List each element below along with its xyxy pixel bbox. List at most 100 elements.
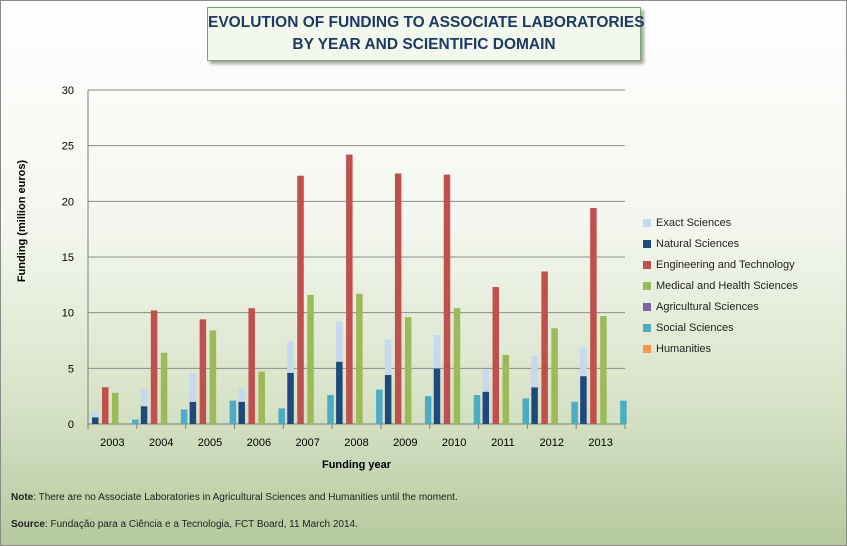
- bar-social-sciences: [571, 401, 578, 424]
- source-text: : Fundação para a Ciência e a Tecnologia…: [44, 519, 358, 530]
- legend-swatch: [643, 323, 651, 332]
- bar-natural-sciences: [531, 387, 538, 424]
- bar-social-sciences: [278, 408, 285, 424]
- bar-engineering-and-technology: [346, 154, 353, 424]
- y-tick-label: 25: [62, 141, 74, 153]
- bar-medical-and-health-sciences: [258, 371, 265, 424]
- bar-exact-sciences: [238, 388, 245, 402]
- bar-medical-and-health-sciences: [600, 316, 607, 424]
- bar-social-sciences: [473, 395, 481, 424]
- bar-social-sciences: [180, 409, 188, 424]
- bar-exact-sciences: [482, 369, 490, 392]
- x-tick-label: 2004: [149, 437, 173, 449]
- bar-social-sciences: [424, 396, 432, 424]
- legend-item: Agricultural Sciences: [643, 296, 843, 317]
- legend-item: Humanities: [643, 338, 843, 359]
- bar-medical-and-health-sciences: [551, 328, 558, 424]
- legend-item: Social Sciences: [643, 317, 843, 338]
- bar-engineering-and-technology: [297, 175, 304, 424]
- chart-note: Note: There are no Associate Laboratorie…: [11, 492, 458, 503]
- bar-natural-sciences: [580, 376, 587, 424]
- bar-natural-sciences: [92, 417, 99, 424]
- legend-label: Humanities: [656, 342, 712, 355]
- legend-label: Natural Sciences: [656, 237, 740, 250]
- bar-engineering-and-technology: [248, 308, 255, 424]
- chart-legend: Exact Sciences Natural Sciences Engineerin…: [643, 212, 843, 359]
- bar-exact-sciences: [433, 334, 441, 369]
- bar-exact-sciences: [287, 341, 294, 373]
- x-tick-label: 2005: [198, 437, 222, 449]
- bar-natural-sciences: [336, 361, 343, 424]
- bar-engineering-and-technology: [541, 271, 548, 424]
- bar-natural-sciences: [482, 391, 490, 424]
- bar-medical-and-health-sciences: [502, 354, 510, 424]
- bar-engineering-and-technology: [150, 310, 158, 424]
- bar-social-sciences: [327, 395, 334, 424]
- note-label: Note: [11, 492, 34, 503]
- bar-engineering-and-technology: [590, 208, 597, 424]
- bar-social-sciences: [229, 400, 237, 424]
- bar-medical-and-health-sciences: [307, 294, 314, 424]
- bar-medical-and-health-sciences: [160, 352, 168, 424]
- bar-medical-and-health-sciences: [112, 392, 119, 424]
- y-tick-label: 30: [62, 85, 74, 97]
- legend-item: Exact Sciences: [643, 212, 843, 233]
- legend-label: Medical and Health Sciences: [656, 279, 798, 292]
- title-line-1: EVOLUTION OF FUNDING TO ASSOCIATE LABORA…: [208, 14, 645, 31]
- bar-medical-and-health-sciences: [404, 317, 412, 424]
- legend-swatch: [643, 281, 651, 290]
- legend-label: Exact Sciences: [656, 216, 732, 229]
- bar-engineering-and-technology: [394, 173, 402, 424]
- chart-source: Source: Fundação para a Ciência e a Tecn…: [11, 519, 358, 530]
- chart-plot: 0 5 10 15 20 25 30 2003 2004 2005 2006 2007 2008 2009…: [16, 85, 627, 471]
- legend-item: Engineering and Technology: [643, 254, 843, 275]
- legend-label: Engineering and Technology: [656, 258, 795, 271]
- y-tick-label: 0: [68, 419, 74, 431]
- bar-social-sciences: [522, 398, 530, 424]
- bar-natural-sciences: [140, 406, 148, 424]
- bar-exact-sciences: [189, 372, 197, 402]
- y-tick-label: 5: [68, 363, 74, 375]
- legend-item: Natural Sciences: [643, 233, 843, 254]
- x-tick-label: 2003: [100, 437, 124, 449]
- y-tick-label: 10: [62, 308, 74, 320]
- y-axis-title: Funding (million euros): [16, 160, 28, 283]
- x-axis-title: Funding year: [322, 459, 392, 471]
- x-tick-label: 2010: [442, 437, 466, 449]
- legend-swatch: [643, 302, 651, 311]
- legend-swatch: [643, 344, 651, 353]
- bar-natural-sciences: [287, 372, 294, 424]
- y-tick-label: 20: [62, 196, 74, 208]
- legend-label: Agricultural Sciences: [656, 300, 759, 313]
- x-tick-label: 2009: [393, 437, 417, 449]
- chart-title: EVOLUTION OF FUNDING TO ASSOCIATE LABORA…: [207, 7, 645, 61]
- bar-exact-sciences: [140, 389, 148, 407]
- y-tick-label: 15: [62, 252, 74, 264]
- x-tick-label: 2007: [295, 437, 319, 449]
- legend-swatch: [643, 260, 651, 269]
- legend-label: Social Sciences: [656, 321, 734, 334]
- bar-social-sciences: [376, 389, 383, 424]
- bar-medical-and-health-sciences: [356, 293, 363, 424]
- bar-natural-sciences: [238, 401, 245, 424]
- x-tick-label: 2006: [247, 437, 271, 449]
- bar-medical-and-health-sciences: [209, 330, 217, 424]
- bar-engineering-and-technology: [443, 174, 451, 424]
- bar-natural-sciences: [384, 375, 392, 424]
- x-tick-label: 2008: [344, 437, 368, 449]
- bar-engineering-and-technology: [199, 319, 207, 424]
- bar-engineering-and-technology: [102, 387, 109, 424]
- bar-natural-sciences: [433, 368, 441, 424]
- legend-swatch: [643, 218, 651, 227]
- legend-item: Medical and Health Sciences: [643, 275, 843, 296]
- x-tick-label: 2012: [540, 437, 564, 449]
- bar-exact-sciences: [336, 321, 343, 362]
- bar-natural-sciences: [189, 401, 197, 424]
- bar-exact-sciences: [92, 410, 99, 418]
- bar-social-sciences: [132, 419, 139, 424]
- x-tick-label: 2013: [588, 437, 612, 449]
- bar-engineering-and-technology: [492, 287, 500, 424]
- bar-exact-sciences: [384, 339, 392, 376]
- title-line-2: BY YEAR AND SCIENTIFIC DOMAIN: [292, 36, 556, 53]
